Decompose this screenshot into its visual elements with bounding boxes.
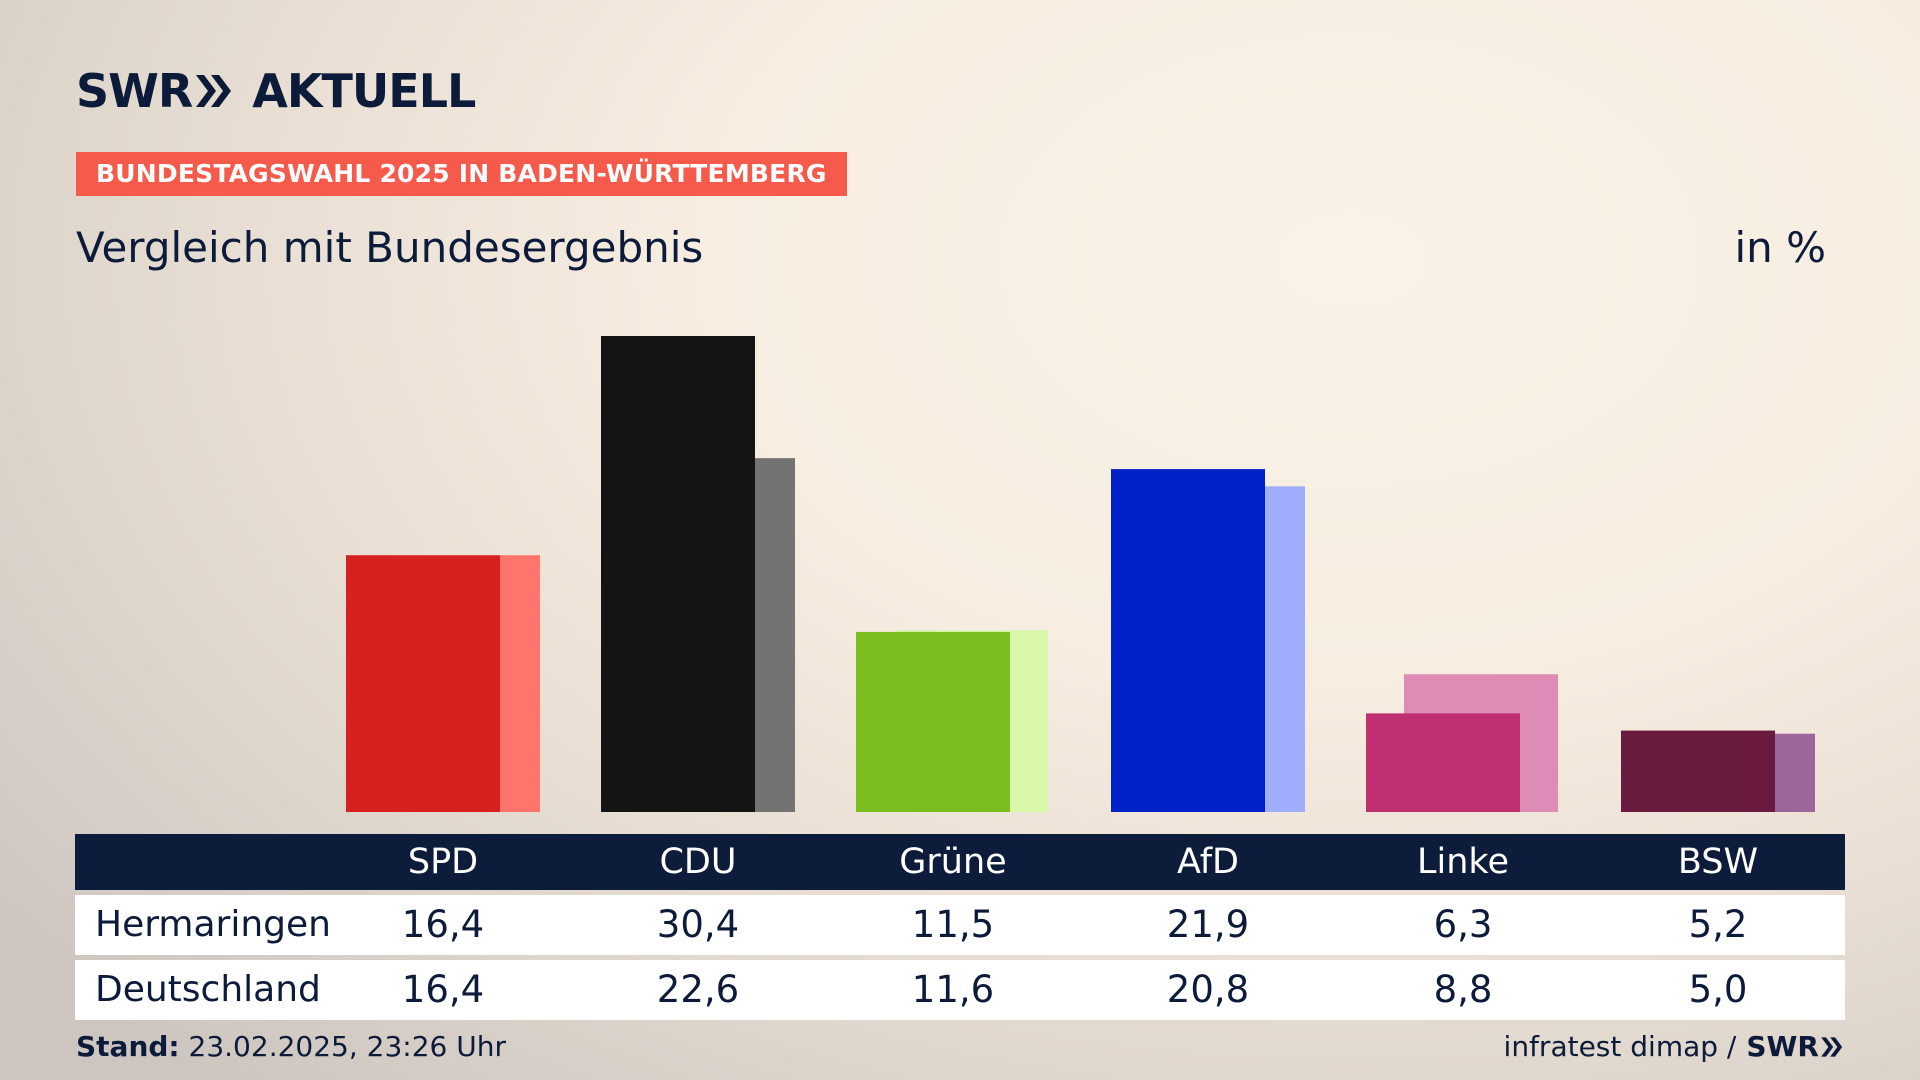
- value-cell-linke: 8,8: [1433, 968, 1493, 1011]
- value-cell-afd: 20,8: [1166, 968, 1250, 1011]
- swr-aktuell-logo: SWR AKTUELL: [76, 64, 476, 118]
- bar-deutschland-cdu: [755, 458, 795, 812]
- bar-hermaringen-bsw: [1621, 730, 1775, 812]
- party-label-cdu: CDU: [659, 842, 737, 882]
- stand-value: 23.02.2025, 23:26 Uhr: [188, 1030, 506, 1063]
- double-chevron-icon: [196, 75, 232, 107]
- double-chevron-icon: [1821, 1036, 1843, 1057]
- logo-aktuell-text: AKTUELL: [252, 64, 476, 118]
- chart-subtitle: Vergleich mit Bundesergebnis: [76, 223, 704, 272]
- table-row-hermaringen: Hermaringen 16,4 30,4 11,5 21,9 6,3 5,2: [75, 895, 1845, 955]
- table-row-deutschland: Deutschland 16,4 22,6 11,6 20,8 8,8 5,0: [75, 960, 1845, 1020]
- bar-deutschland-afd: [1265, 486, 1305, 812]
- value-cell-cdu: 22,6: [656, 968, 740, 1011]
- value-cell-afd: 21,9: [1166, 903, 1250, 946]
- bar-deutschland-spd: [500, 555, 540, 812]
- bar-hermaringen-spd: [346, 555, 500, 812]
- stand-label: Stand:: [76, 1030, 180, 1063]
- party-label-spd: SPD: [407, 842, 479, 882]
- value-cell-grüne: 11,5: [911, 903, 995, 946]
- bar-hermaringen-cdu: [601, 336, 755, 812]
- value-cell-spd: 16,4: [401, 968, 485, 1011]
- logo-swr-text: SWR: [76, 64, 193, 118]
- election-banner: BUNDESTAGSWAHL 2025 IN BADEN-WÜRTTEMBERG: [76, 152, 847, 196]
- results-table: SPD CDU Grüne AfD Linke BSW Hermaringen 16,4 3…: [75, 834, 1845, 1020]
- source-credit: infratest dimap / SWR: [1504, 1030, 1844, 1063]
- bar-deutschland-bsw: [1775, 733, 1815, 812]
- source-brand: SWR: [1746, 1030, 1844, 1063]
- value-cell-spd: 16,4: [401, 903, 485, 946]
- bar-hermaringen-afd: [1111, 469, 1265, 812]
- unit-label: in %: [1734, 223, 1826, 272]
- bar-hermaringen-linke: [1366, 713, 1520, 812]
- value-cell-grüne: 11,6: [911, 968, 995, 1011]
- row-label: Deutschland: [95, 969, 321, 1010]
- party-label-grüne: Grüne: [899, 842, 1007, 882]
- value-cell-cdu: 30,4: [656, 903, 740, 946]
- party-header-row: SPD CDU Grüne AfD Linke BSW: [75, 834, 1845, 890]
- value-cell-bsw: 5,0: [1688, 968, 1748, 1011]
- value-cell-bsw: 5,2: [1688, 903, 1748, 946]
- value-cell-linke: 6,3: [1433, 903, 1493, 946]
- source-brand-text: SWR: [1746, 1030, 1819, 1063]
- party-label-afd: AfD: [1177, 842, 1239, 882]
- source-text: infratest dimap /: [1503, 1030, 1737, 1063]
- row-label: Hermaringen: [95, 904, 331, 945]
- party-label-linke: Linke: [1417, 842, 1509, 882]
- bar-hermaringen-grüne: [856, 631, 1010, 812]
- party-label-bsw: BSW: [1677, 842, 1759, 882]
- timestamp: Stand: 23.02.2025, 23:26 Uhr: [76, 1030, 506, 1063]
